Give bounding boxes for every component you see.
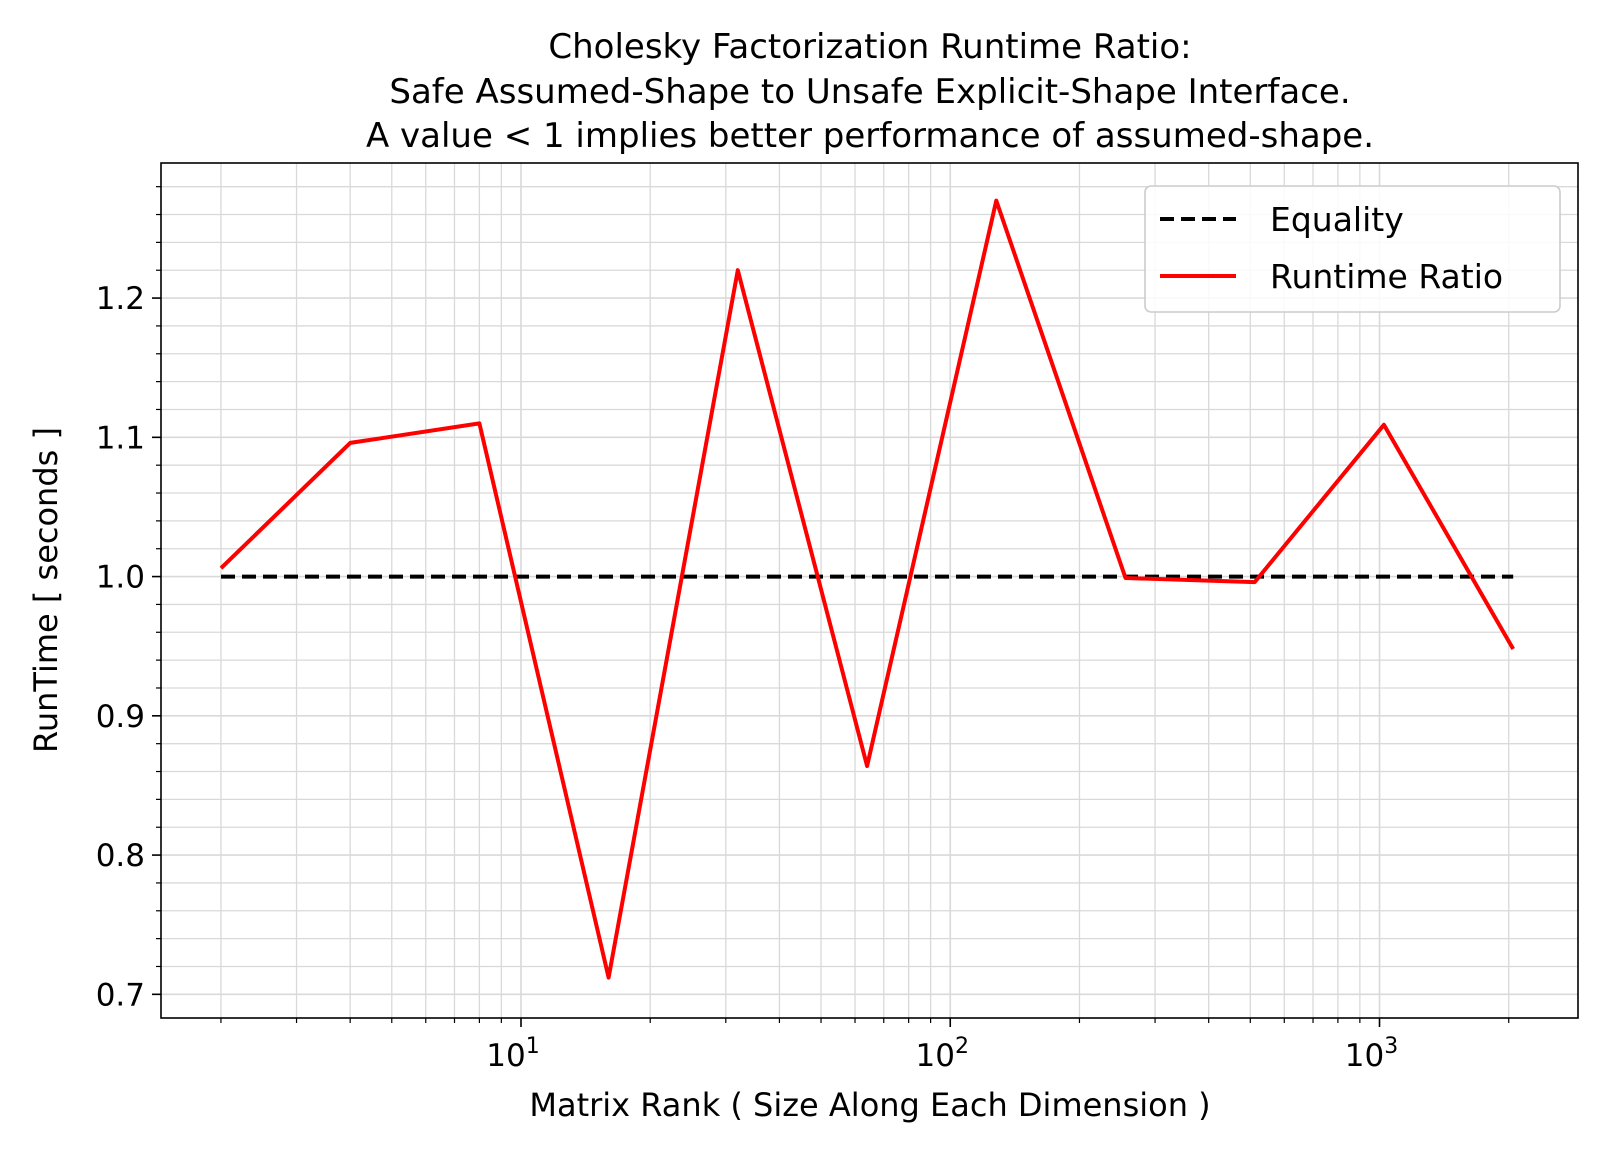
title-line-2: Safe Assumed-Shape to Unsafe Explicit-Sh… [389, 72, 1350, 112]
legend-label-equality: Equality [1270, 200, 1404, 239]
y-tick-label: 1.2 [96, 281, 145, 317]
y-tick-label: 1.1 [96, 420, 145, 456]
y-tick-label: 1.0 [96, 560, 145, 596]
axis-ticks: 0.7 0.8 0.9 1.0 1.1 1.2 101 102 103 [96, 186, 1510, 1074]
legend-box [1144, 185, 1561, 313]
plot-frame [160, 162, 1579, 1019]
chart-title: Cholesky Factorization Runtime Ratio: Sa… [366, 27, 1374, 156]
x-tick-label: 101 [486, 1034, 539, 1074]
title-line-3: A value < 1 implies better performance o… [366, 116, 1374, 156]
y-tick-label: 0.9 [96, 699, 145, 735]
y-tick-label: 0.8 [96, 838, 145, 874]
x-axis-label: Matrix Rank ( Size Along Each Dimension … [529, 1086, 1210, 1124]
y-tick-label: 0.7 [96, 977, 145, 1013]
legend-label-runtime-ratio: Runtime Ratio [1270, 257, 1503, 296]
title-line-1: Cholesky Factorization Runtime Ratio: [548, 27, 1191, 67]
x-tick-label: 102 [916, 1034, 969, 1074]
y-axis-label: RunTime [ seconds ] [27, 427, 65, 753]
plot-series [219, 198, 1515, 980]
runtime-ratio-line [219, 198, 1515, 980]
x-tick-label: 103 [1345, 1034, 1398, 1074]
legend: Equality Runtime Ratio [1144, 185, 1561, 313]
